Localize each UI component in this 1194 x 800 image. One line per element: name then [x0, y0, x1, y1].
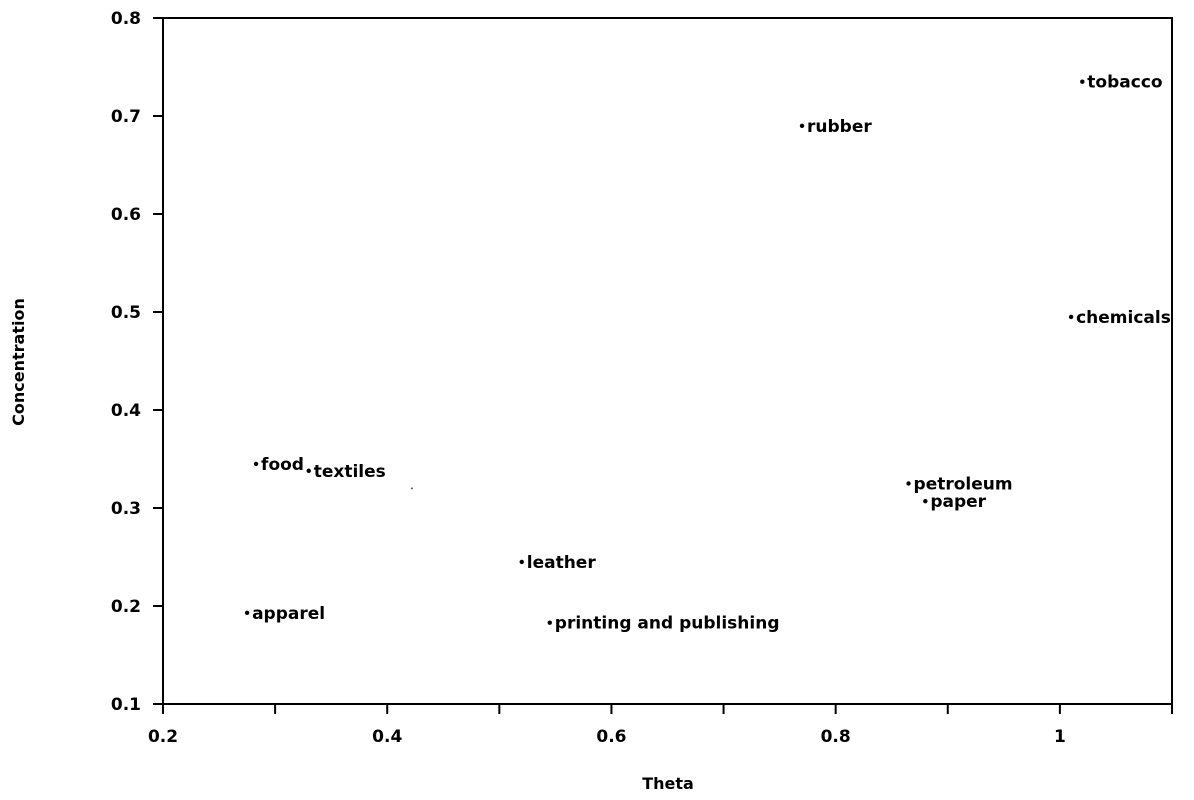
point-label: petroleum — [914, 475, 1013, 495]
data-point — [1068, 314, 1074, 320]
y-tick-label: 0.8 — [111, 9, 141, 29]
y-axis-ticks: 0.1 0.2 0.3 0.4 0.5 0.6 0.7 0.8 — [111, 9, 163, 715]
data-point — [244, 610, 250, 616]
data-point — [1080, 79, 1085, 84]
stray-mark — [410, 487, 413, 490]
point-label: printing and publishing — [555, 614, 780, 634]
y-tick-label: 0.6 — [111, 205, 141, 225]
y-tick-label: 0.7 — [111, 107, 141, 127]
x-axis-title: Theta — [642, 774, 694, 793]
point-label: paper — [930, 492, 986, 512]
data-point — [923, 498, 928, 504]
data-point — [547, 620, 552, 625]
x-tick-label: 0.8 — [821, 727, 851, 747]
x-tick-label: 0.4 — [372, 727, 402, 747]
data-point — [306, 468, 311, 473]
x-tick-label: 0.2 — [148, 727, 178, 747]
y-axis-title: Concentration — [9, 298, 28, 426]
y-tick-label: 0.4 — [111, 401, 141, 421]
data-point — [906, 481, 911, 486]
data-point — [253, 461, 259, 467]
point-label: food — [261, 455, 304, 475]
y-tick-label: 0.2 — [111, 597, 141, 617]
point-label: leather — [527, 553, 597, 573]
point-label: chemicals — [1076, 308, 1171, 328]
point-label: textiles — [314, 462, 386, 482]
y-tick-label: 0.3 — [111, 499, 141, 519]
data-point — [799, 123, 805, 128]
y-tick-label: 0.1 — [111, 695, 141, 715]
x-tick-label: 0.6 — [596, 727, 626, 747]
point-label: tobacco — [1087, 73, 1162, 93]
data-point — [519, 559, 524, 565]
y-tick-label: 0.5 — [111, 303, 141, 323]
point-label: apparel — [252, 604, 325, 624]
x-tick-label: 1 — [1054, 727, 1066, 747]
point-label: rubber — [807, 117, 872, 137]
x-axis-ticks: 0.2 0.4 0.6 0.8 1 — [148, 704, 1173, 747]
plot-frame — [162, 17, 1173, 705]
data-points: tobacco rubber chemicals food textiles petrol… — [244, 73, 1171, 634]
